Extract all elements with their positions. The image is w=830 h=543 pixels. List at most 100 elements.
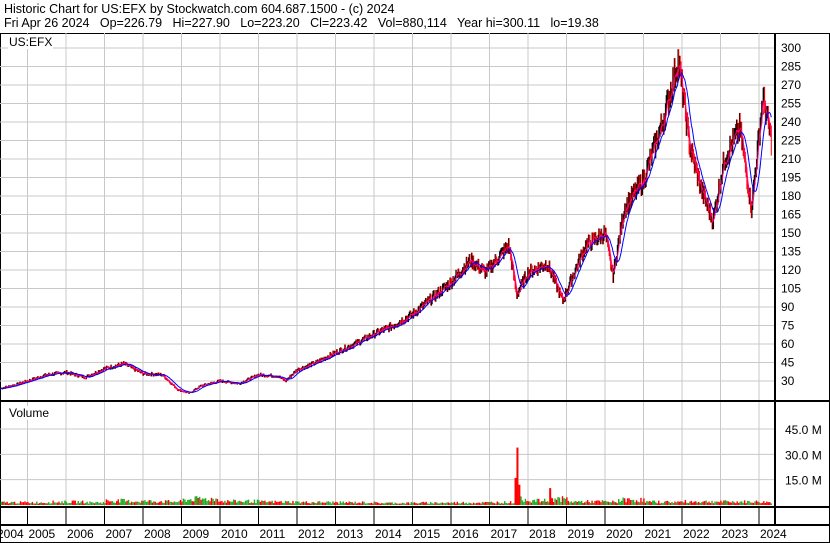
volume-bar: [56, 502, 59, 505]
volume-bar: [629, 499, 632, 505]
volume-bar: [541, 501, 543, 505]
volume-bar: [230, 501, 232, 505]
volume-bar: [712, 503, 715, 505]
volume-bar: [80, 501, 82, 505]
volume-bar: [720, 500, 722, 505]
volume-bar: [616, 503, 618, 505]
volume-bar: [28, 503, 31, 505]
volume-bar: [401, 502, 404, 505]
volume-bar: [132, 502, 134, 505]
year-tick-label: 2019: [568, 527, 595, 541]
volume-bar: [638, 502, 641, 505]
volume-bar: [102, 501, 105, 505]
volume-bar: [261, 500, 263, 505]
price-tick-label: 45: [781, 356, 795, 370]
volume-bar: [594, 500, 596, 505]
volume-bar: [87, 503, 90, 505]
volume-bar: [492, 502, 494, 505]
volume-bar: [589, 503, 592, 505]
volume-bar: [287, 501, 290, 505]
volume-bar: [99, 502, 102, 505]
volume-bar: [563, 497, 565, 505]
volume-bar: [271, 500, 273, 505]
volume-bar: [632, 499, 635, 505]
volume-bar: [304, 502, 306, 505]
volume-bar: [743, 500, 746, 505]
volume-bar: [144, 500, 146, 505]
volume-bar: [142, 500, 145, 505]
volume-bar: [706, 502, 709, 505]
volume-bar: [210, 497, 213, 505]
volume-bar: [649, 500, 651, 505]
volume-bar: [385, 502, 387, 505]
volume-bar: [652, 500, 654, 505]
volume-bar: [643, 498, 645, 505]
volume-bar: [751, 502, 753, 505]
volume-bar: [196, 496, 198, 505]
volume-bar: [240, 501, 242, 505]
volume-bar: [717, 501, 719, 505]
volume-bar: [151, 502, 153, 505]
volume-bar: [335, 501, 337, 505]
volume-bar: [464, 503, 466, 505]
volume-bar: [295, 501, 297, 505]
volume-bar: [364, 503, 367, 505]
volume-bar: [314, 502, 316, 505]
volume-bar: [207, 500, 210, 505]
volume-bar: [93, 503, 96, 505]
volume-bar: [338, 503, 340, 505]
volume-bar: [200, 499, 202, 505]
volume-bar: [660, 502, 663, 505]
volume-bar: [700, 502, 703, 505]
volume-bar: [355, 503, 358, 505]
volume-bar: [705, 500, 707, 505]
volume-bar: [495, 503, 497, 505]
volume-bar: [438, 503, 441, 505]
volume-bar: [37, 503, 39, 505]
volume-bar: [493, 503, 496, 505]
volume-bar: [275, 501, 278, 505]
volume-bar: [733, 502, 735, 505]
volume-bar: [474, 503, 476, 505]
volume-bar: [677, 501, 679, 505]
volume-bar: [548, 502, 550, 505]
volume-bar: [505, 503, 507, 505]
volume-bar: [120, 498, 122, 505]
volume-bar: [347, 502, 349, 505]
price-tick-label: 180: [781, 189, 801, 203]
volume-spike-bar: [551, 498, 554, 505]
volume-bar: [418, 503, 420, 505]
volume-bar: [302, 501, 305, 505]
volume-bar: [317, 501, 319, 505]
volume-bar: [222, 502, 225, 505]
volume-bar: [699, 502, 701, 505]
volume-bar: [450, 502, 453, 505]
price-tick-label: 300: [781, 41, 801, 55]
volume-bar: [387, 502, 389, 505]
volume-bar: [95, 501, 97, 505]
volume-bar: [381, 502, 383, 505]
volume-bar: [431, 503, 433, 505]
volume-bar: [39, 502, 41, 505]
volume-bar: [609, 502, 611, 505]
volume-bar: [415, 503, 417, 505]
price-tick-label: 285: [781, 60, 801, 74]
volume-bar: [622, 497, 624, 505]
volume-bar: [626, 498, 629, 505]
volume-bar: [201, 498, 204, 505]
volume-bar: [693, 501, 695, 505]
volume-bar: [249, 503, 251, 505]
volume-bar: [666, 500, 669, 505]
volume-bar: [136, 501, 139, 505]
volume-bar: [416, 503, 419, 505]
volume-bar: [564, 498, 567, 505]
volume-bar: [212, 498, 214, 505]
volume-bar: [504, 501, 506, 505]
volume-bar: [388, 502, 390, 505]
volume-bar: [110, 501, 112, 505]
volume-bar: [206, 501, 208, 505]
volume-bar: [443, 503, 445, 505]
volume-bar: [268, 501, 270, 505]
volume-bar: [745, 503, 747, 505]
volume-bar: [83, 503, 85, 505]
